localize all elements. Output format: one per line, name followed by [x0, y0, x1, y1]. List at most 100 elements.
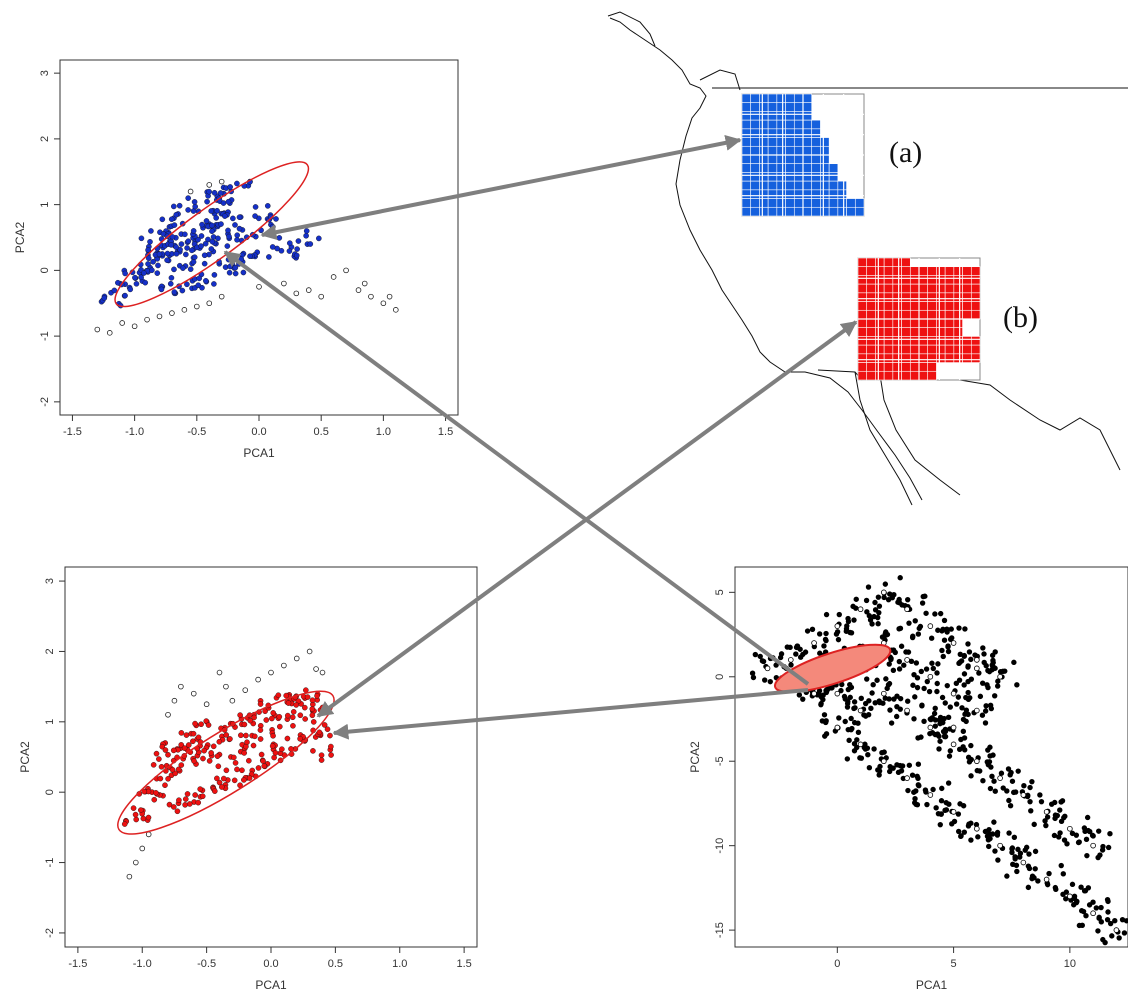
data-point — [994, 829, 1001, 836]
grid-cell — [750, 189, 760, 199]
data-point — [953, 680, 960, 687]
data-point — [936, 746, 942, 752]
data-point — [921, 685, 927, 692]
grid-cell — [776, 119, 786, 130]
data-point — [847, 681, 853, 688]
outlier-point — [1067, 893, 1073, 900]
data-point — [1025, 884, 1032, 891]
grid-cell — [837, 198, 847, 208]
y-tick-label: -15 — [714, 922, 726, 938]
data-point — [866, 764, 873, 771]
data-point — [158, 763, 165, 770]
data-point — [914, 684, 921, 691]
data-point — [822, 733, 828, 739]
grid-cell — [866, 336, 876, 346]
data-point — [854, 737, 860, 743]
grid-cell — [741, 145, 752, 156]
data-point — [853, 596, 859, 602]
data-point — [238, 732, 244, 739]
data-point — [848, 715, 854, 722]
data-point — [240, 269, 247, 276]
data-point — [183, 251, 189, 258]
grid-cell — [918, 266, 929, 276]
outlier-point — [834, 623, 841, 629]
grid-cell — [811, 172, 821, 182]
data-point — [961, 735, 968, 741]
grid-cell — [793, 189, 804, 199]
data-point — [882, 581, 889, 587]
y-tick-label: 1 — [44, 719, 56, 725]
grid-cell — [828, 189, 839, 199]
grid-cell — [759, 180, 769, 191]
grid-cell — [785, 154, 795, 165]
grid-cell — [776, 102, 786, 112]
data-point — [1035, 878, 1041, 884]
grid-cell — [944, 336, 955, 346]
data-point — [844, 756, 851, 762]
data-point — [304, 694, 311, 700]
data-point — [981, 659, 987, 666]
data-point — [1048, 801, 1055, 807]
data-point — [297, 735, 303, 742]
data-point — [992, 848, 998, 854]
data-point — [208, 246, 215, 252]
data-point — [1096, 914, 1102, 921]
data-point — [1096, 828, 1102, 834]
data-point — [906, 762, 913, 768]
x-tick-label: -1.5 — [63, 426, 82, 438]
data-point — [184, 245, 190, 251]
outlier-point — [256, 284, 262, 290]
data-point — [257, 727, 264, 733]
outlier-point — [927, 623, 934, 629]
data-point — [961, 682, 967, 688]
grid-cell — [750, 111, 760, 121]
data-point — [836, 715, 842, 721]
grid-cell — [776, 206, 786, 217]
outlier-point — [386, 293, 393, 300]
data-point — [913, 788, 919, 794]
grid-cell — [857, 318, 868, 329]
data-point — [956, 746, 963, 752]
data-point — [992, 788, 998, 794]
data-point — [980, 778, 986, 784]
island-details — [607, 11, 741, 91]
data-point — [141, 270, 147, 276]
grid-cell — [918, 344, 929, 355]
data-point — [1082, 887, 1089, 894]
grid-cell — [962, 353, 972, 363]
data-point — [935, 661, 941, 667]
data-point — [328, 743, 334, 750]
data-point — [1032, 866, 1038, 872]
points-layer — [94, 178, 399, 336]
data-point — [1084, 814, 1091, 821]
y-tick-label: 0 — [714, 674, 726, 680]
data-point — [219, 784, 225, 790]
data-point — [937, 610, 944, 617]
data-point — [234, 766, 240, 773]
grid-cell — [767, 111, 778, 121]
outlier-point — [811, 640, 817, 646]
data-point — [132, 811, 139, 818]
outlier-point — [834, 690, 841, 697]
outlier-point — [927, 673, 934, 680]
grid-cell — [944, 283, 955, 294]
outlier-point — [187, 188, 194, 195]
data-point — [324, 726, 331, 733]
data-point — [199, 221, 205, 228]
grid-cell — [936, 266, 946, 276]
x-tick-label: 0.5 — [328, 958, 343, 970]
data-point — [148, 228, 154, 234]
data-point — [169, 766, 176, 773]
data-point — [914, 675, 921, 681]
grid-cell — [793, 154, 804, 165]
grid-cell — [875, 327, 885, 337]
data-point — [269, 223, 276, 230]
data-point — [293, 702, 300, 708]
data-point — [995, 857, 1001, 863]
outlier-point — [144, 316, 150, 323]
data-point — [178, 742, 185, 748]
grid-cell — [750, 137, 760, 147]
grid-cell — [953, 336, 963, 346]
outlier-point — [268, 669, 274, 676]
data-point — [1017, 854, 1023, 860]
